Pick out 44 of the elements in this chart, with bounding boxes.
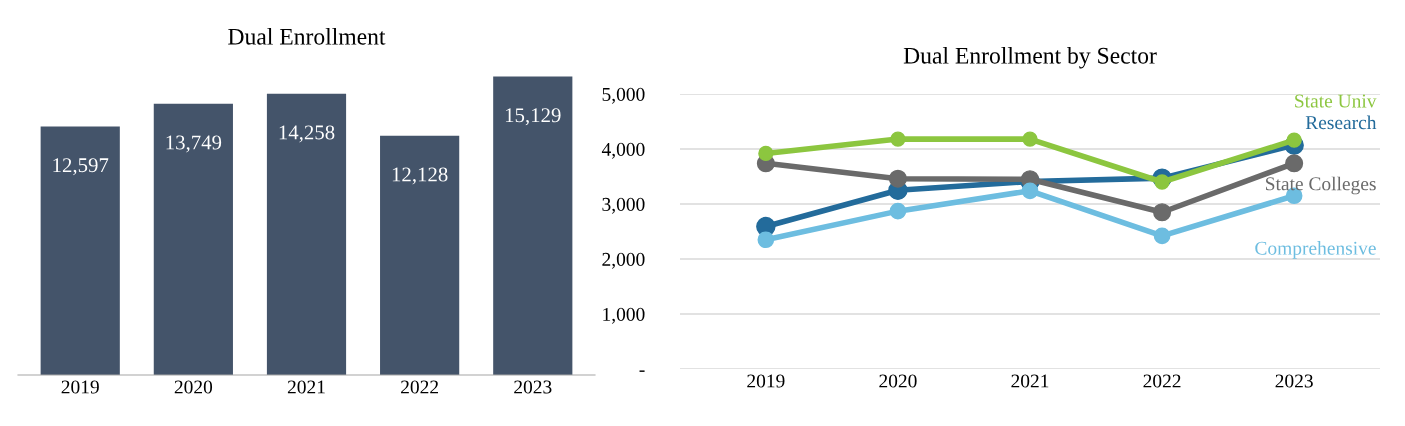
x-tick-label: 2021 bbox=[287, 380, 325, 394]
x-tick-label: 2022 bbox=[1143, 374, 1181, 388]
bar bbox=[380, 135, 460, 375]
y-tick-label: 5,000 bbox=[602, 87, 645, 104]
y-tick-label: 3,000 bbox=[602, 197, 645, 214]
point bbox=[1021, 182, 1039, 200]
data-label: 15,129 bbox=[505, 108, 561, 126]
data-label: 12,597 bbox=[53, 158, 109, 176]
y-tick-label: 1,000 bbox=[603, 307, 645, 324]
x-tick-label: 2022 bbox=[401, 380, 439, 394]
x-tick-label: 2023 bbox=[514, 380, 552, 394]
point bbox=[1153, 203, 1172, 222]
x-tick-label: 2020 bbox=[879, 374, 917, 388]
bar bbox=[40, 126, 120, 375]
y-tick-label: - bbox=[639, 370, 645, 372]
bar bbox=[493, 76, 573, 375]
chart-title: Dual Enrollment by Sector bbox=[903, 47, 1157, 69]
series-label: Research bbox=[1305, 115, 1377, 130]
x-tick-label: 2023 bbox=[1275, 374, 1313, 388]
point bbox=[888, 169, 907, 188]
series-label: State Univ bbox=[1295, 94, 1377, 108]
series-label: State Colleges bbox=[1266, 176, 1376, 195]
x-tick-label: 2020 bbox=[174, 380, 213, 394]
point bbox=[1286, 132, 1302, 148]
data-label: 12,128 bbox=[392, 167, 448, 185]
series-label: Comprehensive bbox=[1255, 241, 1376, 259]
data-label: 13,749 bbox=[166, 135, 222, 153]
point bbox=[758, 145, 774, 162]
chart-title: Dual Enrollment bbox=[228, 28, 386, 45]
point bbox=[757, 231, 775, 249]
bar bbox=[153, 103, 233, 375]
x-tick-label: 2019 bbox=[747, 374, 785, 388]
point bbox=[889, 202, 907, 220]
y-tick-label: 2,000 bbox=[602, 252, 645, 269]
point bbox=[1285, 154, 1304, 173]
bar bbox=[266, 93, 347, 375]
data-label: 14,258 bbox=[279, 125, 335, 143]
point bbox=[890, 131, 906, 147]
y-tick-label: 4,000 bbox=[601, 142, 645, 159]
point bbox=[1154, 174, 1170, 190]
point bbox=[1153, 227, 1171, 245]
point bbox=[1022, 131, 1038, 147]
x-tick-label: 2019 bbox=[61, 380, 99, 394]
x-tick-label: 2021 bbox=[1011, 374, 1049, 388]
